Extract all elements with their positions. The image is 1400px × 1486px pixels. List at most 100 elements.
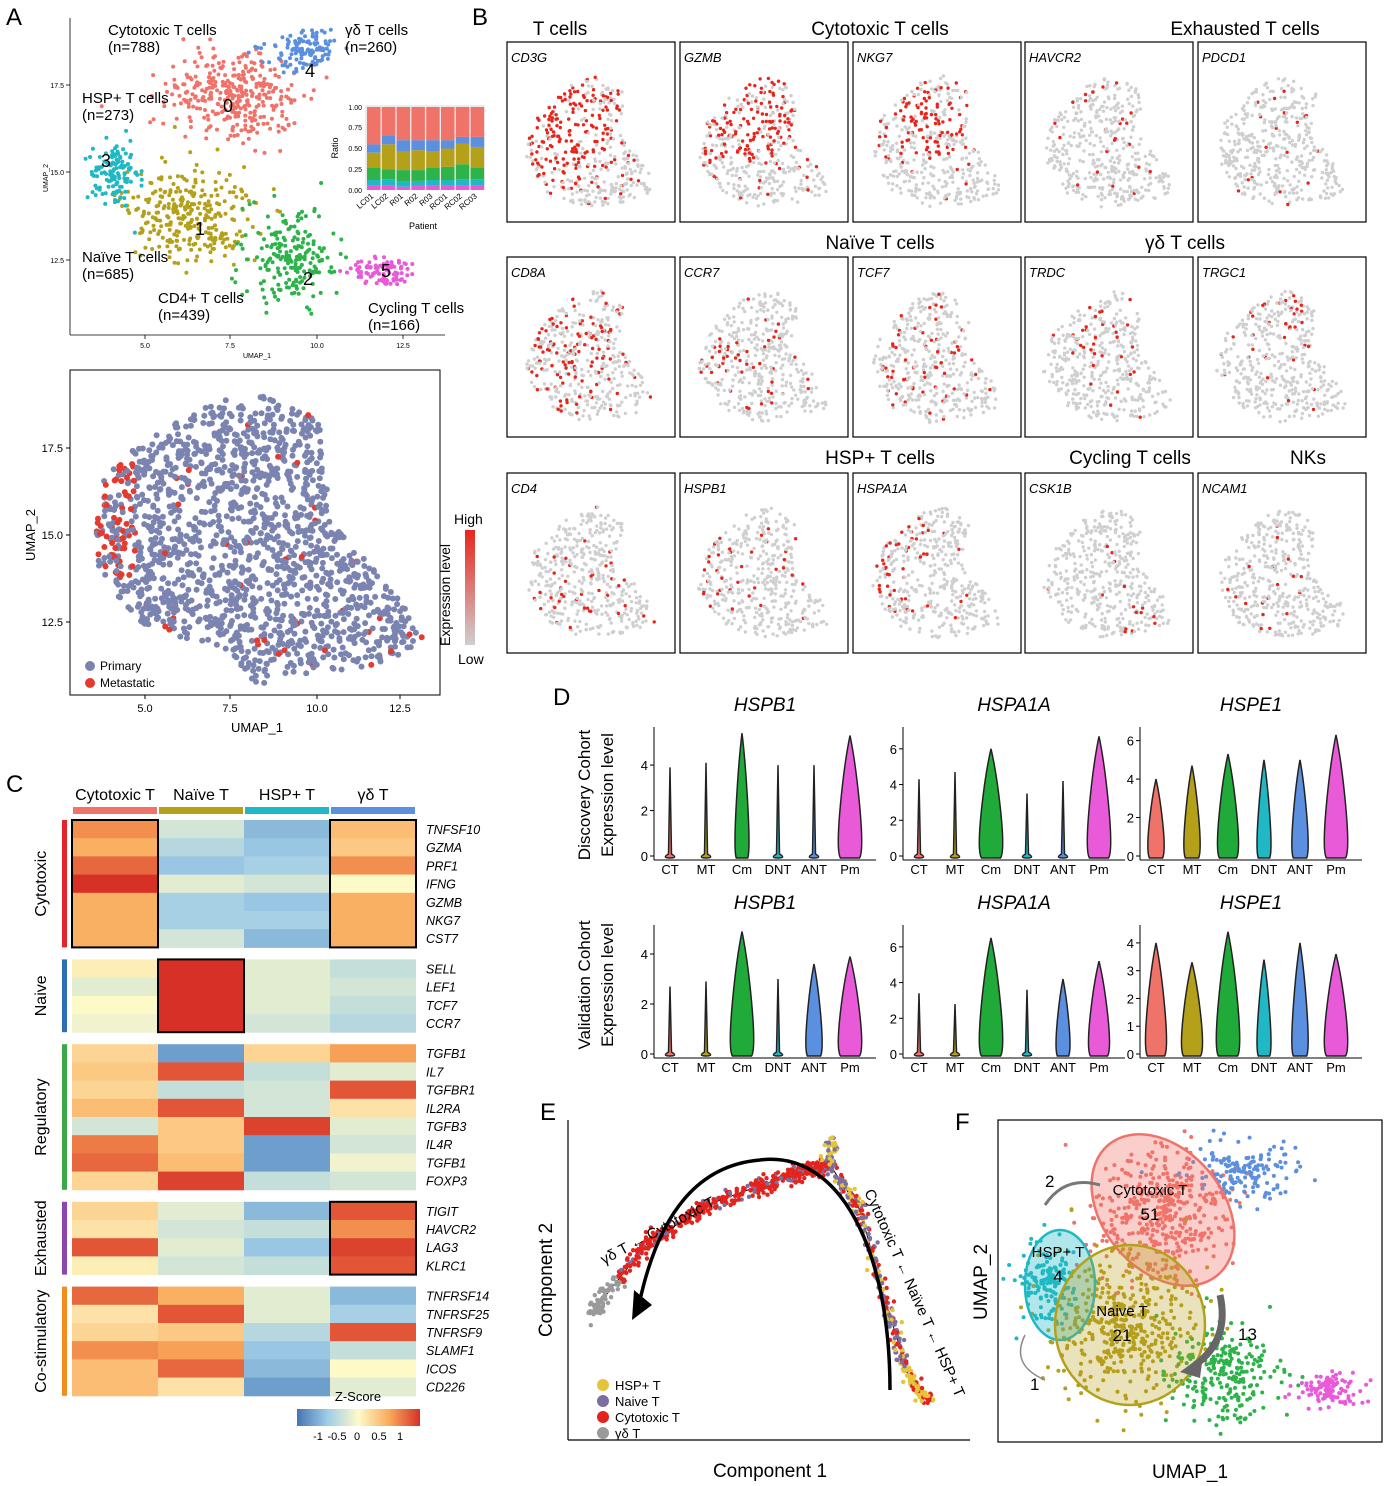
- expression-point: [769, 105, 773, 109]
- cluster-point: [236, 72, 241, 77]
- expression-point: [789, 123, 793, 127]
- expression-point: [879, 143, 884, 147]
- expression-point: [534, 158, 538, 162]
- primary-point: [387, 614, 394, 621]
- primary-point: [340, 565, 346, 572]
- cluster-point: [150, 247, 155, 251]
- expression-point: [914, 186, 918, 191]
- expression-point: [924, 106, 928, 110]
- cluster-point: [313, 42, 318, 47]
- expression-point: [762, 202, 766, 206]
- metastatic-point: [294, 459, 301, 466]
- expression-point: [751, 156, 756, 160]
- primary-point: [248, 626, 255, 633]
- expression-point: [751, 137, 755, 142]
- cluster-point: [388, 281, 393, 286]
- cluster-point: [247, 115, 252, 120]
- expression-point: [1100, 104, 1104, 109]
- primary-point: [304, 595, 311, 602]
- expression-point: [702, 161, 706, 165]
- cluster-point: [356, 260, 361, 265]
- gene-name-label: HAVCR2: [1029, 50, 1082, 65]
- primary-point: [263, 481, 270, 488]
- cluster-point: [170, 197, 175, 202]
- feature-group-title: T cells: [533, 19, 588, 40]
- expression-point: [1288, 183, 1292, 187]
- expression-point: [1252, 150, 1256, 154]
- cluster-point: [194, 258, 198, 263]
- cluster-point: [234, 100, 239, 104]
- metastatic-point: [114, 519, 121, 526]
- primary-point: [304, 496, 311, 503]
- cluster-point: [260, 99, 265, 104]
- primary-point: [152, 540, 159, 547]
- primary-point: [270, 421, 277, 428]
- primary-point: [306, 457, 313, 463]
- expression-point: [1252, 187, 1256, 191]
- cluster-point: [175, 211, 180, 216]
- cluster-point: [110, 176, 115, 181]
- cluster-point: [118, 195, 123, 200]
- cluster-point: [223, 83, 228, 88]
- primary-point: [302, 532, 308, 539]
- primary-point: [294, 523, 301, 530]
- expression-point: [975, 189, 980, 193]
- expression-point: [938, 133, 942, 138]
- expression-point: [619, 112, 623, 116]
- primary-point: [381, 626, 388, 632]
- expression-point: [543, 180, 547, 184]
- expression-point: [1222, 131, 1227, 136]
- expression-point: [1075, 99, 1080, 103]
- primary-point: [308, 650, 315, 657]
- expression-point: [1091, 158, 1096, 163]
- expression-point: [1079, 97, 1083, 101]
- expression-point: [889, 159, 893, 164]
- primary-point: [149, 441, 156, 448]
- expression-point: [947, 192, 951, 196]
- expression-point: [1292, 105, 1296, 110]
- expression-point: [1327, 196, 1331, 200]
- legend-swatch: [85, 661, 95, 671]
- expression-point: [591, 88, 596, 92]
- expression-point: [1276, 77, 1281, 81]
- ratio-bar-segment: [426, 185, 440, 190]
- primary-point: [150, 502, 157, 509]
- cluster-point: [120, 159, 125, 164]
- expression-point: [1105, 83, 1110, 87]
- expression-point: [1301, 112, 1305, 116]
- primary-point: [312, 558, 319, 565]
- cluster-point: [213, 180, 218, 184]
- primary-point: [207, 590, 214, 597]
- cluster-point: [247, 103, 252, 108]
- expression-point: [756, 156, 760, 161]
- metastatic-point: [127, 506, 134, 512]
- metastatic-point: [117, 462, 124, 468]
- ratio-bar-segment: [426, 180, 440, 186]
- expression-point: [634, 154, 639, 158]
- cluster-point: [183, 90, 188, 95]
- primary-point: [160, 520, 166, 527]
- expression-point: [911, 175, 915, 179]
- cluster-scatter-points: [83, 27, 415, 316]
- cluster-point: [123, 151, 128, 156]
- cluster-point: [104, 135, 109, 140]
- feature-plot-frame: [679, 41, 849, 223]
- primary-point: [299, 574, 306, 581]
- expression-point: [936, 119, 940, 123]
- expression-point: [1318, 194, 1323, 198]
- expression-point: [1123, 118, 1128, 122]
- cluster-point: [307, 247, 312, 252]
- cluster-point: [257, 96, 262, 101]
- cluster-point: [164, 222, 169, 227]
- cluster-point: [290, 238, 295, 243]
- expression-point: [1166, 174, 1171, 178]
- cluster-point: [225, 236, 230, 241]
- expression-point: [766, 132, 770, 136]
- expression-point: [1154, 176, 1158, 180]
- expression-point: [921, 136, 925, 140]
- cluster-point: [287, 285, 291, 290]
- expression-point: [609, 113, 613, 117]
- cluster-point: [389, 260, 394, 265]
- cluster-point: [165, 244, 170, 249]
- expression-point: [755, 131, 759, 135]
